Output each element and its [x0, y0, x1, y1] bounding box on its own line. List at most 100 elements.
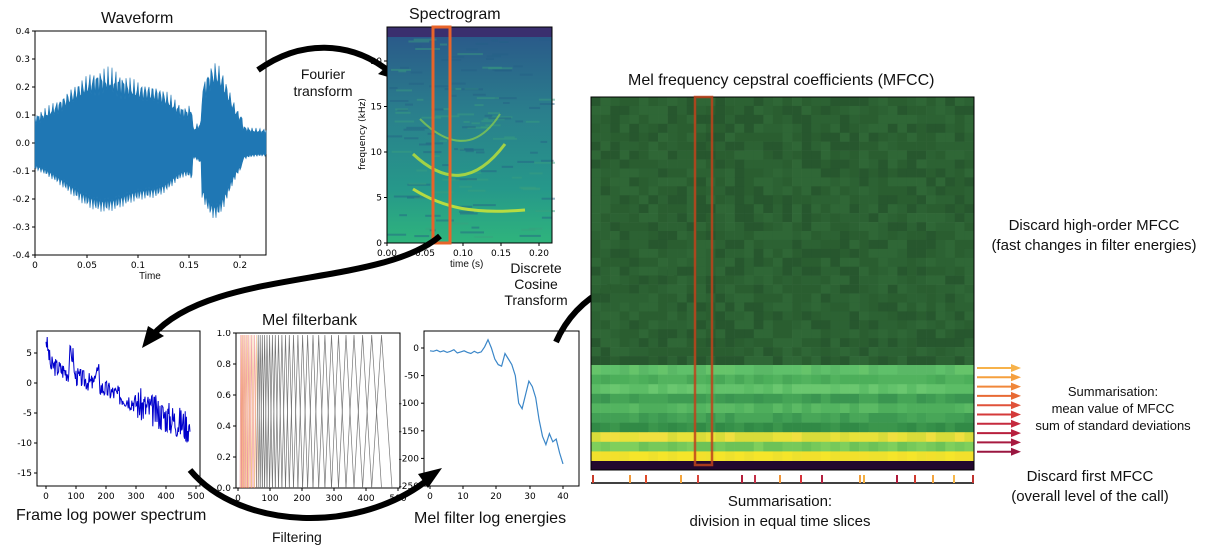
mfcc-cell: [782, 338, 793, 348]
mfcc-cell: [811, 451, 822, 462]
spectrogram-speckle: [530, 151, 538, 154]
mfcc-cell: [926, 356, 937, 366]
mfcc-cell: [772, 393, 783, 404]
mfcc-cell: [772, 403, 783, 414]
mfcc-cell: [677, 422, 688, 433]
mfcc-cell: [658, 150, 668, 160]
mfcc-cell: [686, 284, 697, 294]
mfcc-cell: [648, 266, 659, 276]
mfcc-cell: [954, 311, 965, 321]
mfcc-cell: [610, 97, 621, 107]
mfcc-cell: [839, 97, 850, 107]
mfcc-cell: [954, 204, 965, 214]
mfcc-cell: [629, 374, 640, 385]
mfcc-cell: [744, 338, 755, 348]
mfcc-cell: [964, 213, 975, 223]
mfcc-cell: [686, 97, 697, 107]
mfcc-cell: [954, 231, 965, 241]
mfcc-cell: [887, 365, 898, 375]
mfcc-cell: [849, 451, 860, 462]
mfcc-cell: [945, 105, 956, 116]
mfcc-cell: [897, 239, 908, 250]
mfcc-cell: [753, 384, 764, 395]
spectrogram-speckle: [394, 120, 415, 123]
mfcc-cell: [811, 222, 822, 232]
mel-filter: [362, 334, 382, 489]
log-energies-chart: 0-50-100-150-200-250 0 10 20 30 40: [399, 330, 580, 502]
mfcc-cell: [772, 329, 783, 339]
mfcc-cell: [887, 320, 898, 330]
mfcc-cell: [638, 141, 649, 151]
mfcc-cell: [638, 384, 649, 395]
mfcc-cell: [696, 150, 707, 160]
mfcc-cell: [811, 204, 822, 214]
mfcc-cell: [849, 293, 860, 303]
mfcc-cell: [878, 403, 889, 414]
spectrogram-speckle: [522, 188, 541, 191]
mfcc-cell: [916, 97, 927, 107]
mfcc-cell: [772, 284, 783, 294]
spectrogram-speckle: [513, 65, 523, 68]
mfcc-cell: [772, 150, 783, 160]
mfcc-cell: [667, 97, 678, 107]
mfcc-cell: [715, 132, 726, 142]
filterbank-title: Mel filterbank: [262, 312, 358, 329]
mfcc-cell: [782, 451, 793, 462]
mfcc-cell: [677, 132, 688, 142]
mfcc-cell: [658, 356, 668, 366]
mfcc-cell: [935, 374, 946, 385]
spectrogram-speckle: [492, 53, 509, 56]
mfcc-cell: [811, 422, 822, 433]
mfcc-cell: [887, 432, 898, 443]
mfcc-cell: [820, 275, 831, 285]
mfcc-cell: [772, 213, 783, 223]
mfcc-cell: [677, 222, 688, 232]
mfcc-cell: [667, 441, 678, 452]
mfcc-cell: [619, 413, 630, 423]
mfcc-cell: [782, 347, 793, 357]
mfcc-cell: [935, 150, 946, 160]
mfcc-cell: [820, 132, 831, 142]
mfcc-cell: [906, 293, 917, 303]
mfcc-cell: [629, 248, 640, 259]
mel-filter: [254, 334, 259, 489]
mfcc-cell: [629, 329, 640, 339]
mfcc-cell: [686, 393, 697, 404]
mfcc-cell: [964, 168, 975, 178]
mfcc-cell: [897, 177, 908, 187]
y-tick-label: -200: [399, 454, 420, 464]
mfcc-cell: [782, 231, 793, 241]
mfcc-cell: [887, 248, 898, 259]
spectrogram-speckle: [447, 56, 465, 59]
mfcc-cell: [906, 213, 917, 223]
mfcc-cell: [906, 168, 917, 178]
mfcc-cell: [753, 422, 764, 433]
mfcc-cell: [753, 275, 764, 285]
mfcc-cell: [600, 293, 611, 303]
mfcc-cell: [591, 213, 601, 223]
mfcc-cell: [696, 132, 707, 142]
mfcc-cell: [906, 329, 917, 339]
mfcc-cell: [715, 186, 726, 196]
mfcc-cell: [792, 97, 802, 107]
mfcc-cell: [744, 311, 755, 321]
mfcc-cell: [782, 302, 793, 312]
mfcc-cell: [830, 329, 841, 339]
mfcc-cell: [763, 114, 774, 125]
mfcc-cell: [859, 231, 869, 241]
mfcc-cell: [945, 204, 956, 214]
mfcc-cell: [887, 195, 898, 205]
mfcc-cell: [820, 231, 831, 241]
mfcc-cell: [916, 168, 927, 178]
mfcc-cell: [945, 239, 956, 250]
mfcc-cell: [935, 284, 946, 294]
mfcc-cell: [811, 213, 822, 223]
mfcc-cell: [667, 403, 678, 414]
mfcc-cell: [658, 186, 668, 196]
y-tick-label: -50: [404, 372, 419, 382]
mfcc-cell: [600, 432, 611, 443]
mfcc-cell: [725, 432, 735, 443]
mfcc-cell: [830, 320, 841, 330]
x-tick-label: 0: [427, 492, 433, 502]
mfcc-cell: [677, 432, 688, 443]
